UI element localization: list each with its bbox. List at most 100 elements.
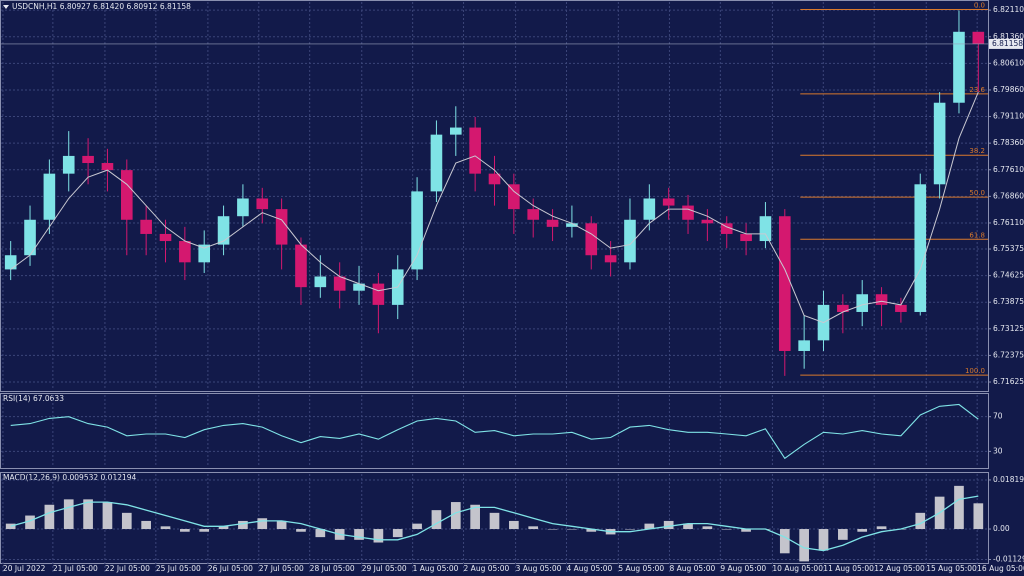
- macd-histogram-bar: [663, 520, 674, 530]
- y-tick-label: 6.77610: [993, 165, 1024, 174]
- macd-histogram-bar: [741, 529, 751, 532]
- macd-histogram-bar: [644, 523, 655, 530]
- candle-body: [759, 216, 772, 242]
- macd-histogram-bar: [412, 523, 422, 530]
- x-tick-label: 12 Aug 05:00: [874, 564, 925, 573]
- macd-histogram-bar: [528, 526, 539, 530]
- candle-body: [101, 163, 114, 171]
- candle-body: [682, 205, 694, 220]
- x-tick-label: 29 Jul 05:00: [362, 564, 407, 573]
- candle-body: [430, 134, 443, 192]
- symbol-header: USDCNH,H1 6.80927 6.81420 6.80912 6.8115…: [12, 2, 191, 11]
- candle-body: [953, 31, 965, 103]
- fib-label: 38.2: [969, 147, 985, 155]
- x-tick-label: 26 Jul 05:00: [208, 564, 253, 573]
- last-price-label: 6.81158: [992, 39, 1023, 48]
- candle-body: [198, 244, 211, 263]
- candle-body: [624, 219, 636, 263]
- y-tick-label: 6.79860: [993, 85, 1024, 94]
- candle-body: [914, 184, 927, 312]
- candle-body: [140, 219, 152, 234]
- candle-body: [43, 173, 56, 220]
- macd-histogram-bar: [63, 499, 74, 530]
- candle-body: [585, 223, 598, 256]
- macd-histogram-bar: [721, 529, 732, 530]
- candle-body: [256, 198, 269, 210]
- y-tick-label: 30: [993, 446, 1003, 455]
- x-tick-label: 28 Jul 05:00: [310, 564, 355, 573]
- candle-body: [295, 244, 307, 288]
- macd-histogram-bar: [702, 526, 713, 530]
- rsi-pane-frame: [0, 393, 989, 469]
- x-tick-label: 15 Aug 05:00: [926, 564, 977, 573]
- macd-histogram-bar: [83, 499, 93, 530]
- macd-histogram-bar: [838, 529, 848, 540]
- x-tick-label: 22 Jul 05:00: [105, 564, 150, 573]
- macd-histogram-bar: [586, 529, 597, 532]
- x-tick-label: 21 Jul 05:00: [53, 564, 98, 573]
- macd-histogram-bar: [547, 529, 558, 530]
- macd-histogram-bar: [857, 529, 868, 532]
- fib-label: 61.8: [969, 231, 985, 239]
- y-tick-label: 6.73875: [993, 297, 1024, 306]
- macd-histogram-bar: [818, 529, 829, 551]
- macd-histogram-bar: [160, 526, 171, 530]
- x-tick-label: 2 Aug 05:00: [464, 564, 510, 573]
- macd-histogram-bar: [121, 512, 132, 530]
- candle-body: [217, 216, 230, 245]
- macd-signal-line: [10, 495, 979, 552]
- fib-label: 0.0: [974, 1, 985, 9]
- candle-body: [508, 184, 520, 210]
- candle-body: [82, 155, 94, 164]
- macd-histogram-bar: [180, 529, 190, 532]
- candle-body: [740, 233, 752, 242]
- candle-body: [372, 283, 385, 305]
- macd-histogram-bar: [876, 526, 887, 530]
- x-tick-label: 9 Aug 05:00: [720, 564, 766, 573]
- candle-body: [778, 216, 791, 351]
- macd-histogram-bar: [470, 504, 480, 530]
- macd-histogram-bar: [5, 523, 16, 530]
- macd-histogram-bar: [102, 502, 113, 530]
- candle-body: [449, 127, 462, 135]
- macd-label: MACD(12,26,9) 0.009532 0.012194: [3, 473, 137, 482]
- candle-body: [972, 31, 985, 44]
- x-tick-label: 16 Aug 05:00: [977, 564, 1024, 573]
- x-tick-label: 8 Aug 05:00: [669, 564, 715, 573]
- candle-body: [643, 198, 656, 220]
- candle-body: [662, 198, 675, 206]
- y-tick-label: 6.80610: [993, 58, 1024, 67]
- macd-histogram-bar: [799, 529, 809, 562]
- candle-body: [895, 304, 907, 312]
- rsi-line: [10, 403, 979, 460]
- candle-body: [353, 283, 365, 291]
- x-tick-label: 25 Jul 05:00: [156, 564, 201, 573]
- x-tick-label: 1 Aug 05:00: [413, 564, 459, 573]
- candle-body: [314, 276, 327, 288]
- macd-histogram-bar: [625, 529, 635, 530]
- x-tick-label: 5 Aug 05:00: [618, 564, 664, 573]
- macd-histogram-bar: [450, 502, 461, 530]
- menu-arrow[interactable]: [3, 5, 9, 9]
- candle-body: [179, 241, 191, 263]
- macd-histogram-bar: [567, 529, 577, 530]
- y-tick-label: 6.72375: [993, 350, 1024, 359]
- macd-histogram-bar: [509, 520, 519, 530]
- candle-body: [701, 219, 714, 224]
- fib-label: 23.6: [969, 86, 985, 94]
- candle-body: [237, 198, 249, 217]
- macd-histogram-bar: [915, 512, 926, 530]
- candle-body: [546, 219, 559, 227]
- candle-body: [469, 127, 481, 174]
- macd-histogram-bar: [431, 510, 442, 530]
- candle-body: [411, 191, 423, 270]
- macd-histogram-bar: [218, 526, 229, 530]
- macd-histogram-bar: [296, 529, 306, 532]
- candle-body: [720, 223, 733, 234]
- macd-histogram-bar: [276, 520, 287, 530]
- macd-histogram-bar: [25, 515, 35, 530]
- candle-body: [333, 276, 346, 291]
- y-tick-label: 6.78360: [993, 138, 1024, 147]
- macd-histogram-bar: [257, 518, 268, 530]
